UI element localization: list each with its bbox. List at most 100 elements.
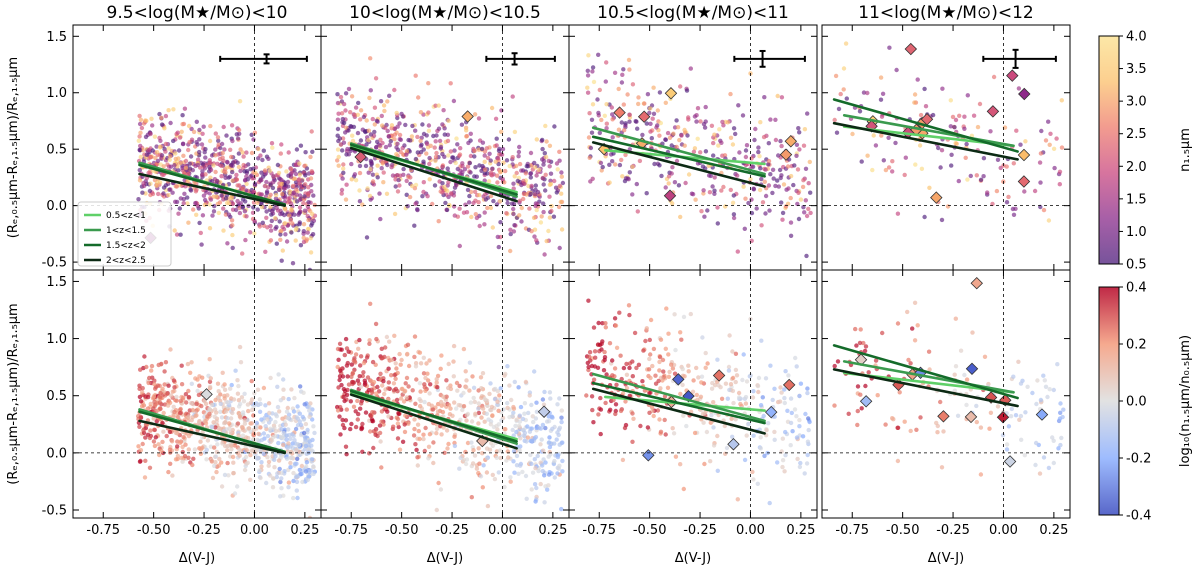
data-point [380,383,385,388]
data-point [541,402,547,407]
data-point [695,136,700,141]
data-point [710,380,715,386]
legend-label: 1.5<z<2 [106,241,146,251]
data-point [927,185,932,190]
data-point [207,138,213,144]
data-point [991,74,997,80]
data-point [412,334,418,339]
data-point [759,176,764,182]
x-tick-label: -0.25 [683,523,717,538]
data-point [781,182,787,187]
data-point [512,379,517,385]
data-point [596,412,601,417]
data-point [294,187,299,192]
data-point [375,163,380,168]
data-point [237,344,243,350]
data-point [589,394,595,399]
data-point [534,409,540,414]
data-point [678,84,683,89]
data-point [1046,465,1052,471]
data-point [200,435,205,440]
data-point [1023,139,1028,144]
data-point [498,220,503,225]
data-point [927,367,932,372]
data-point [1018,413,1024,419]
data-point [290,183,296,189]
data-point [763,193,769,199]
data-point [230,178,235,183]
data-point [182,453,188,459]
data-point [284,437,289,442]
data-point [891,417,896,422]
data-point [304,451,309,456]
data-point [201,124,206,129]
data-point [235,198,240,204]
data-point [305,477,310,483]
data-point-diamond [1017,148,1031,162]
legend-label: 0.5<z<1 [106,211,146,221]
data-point [305,427,310,433]
data-point [408,138,413,143]
data-point [547,143,553,148]
data-point [154,144,159,149]
data-point [1051,146,1057,151]
data-point [483,197,489,202]
data-point [523,473,529,479]
data-point [917,143,923,148]
data-point [558,199,563,205]
data-point [880,330,885,336]
data-point [405,204,410,209]
data-point [368,429,373,434]
data-point [207,165,212,170]
data-point [357,163,363,169]
data-point [779,390,784,395]
data-point [477,223,482,229]
scatter-points [136,344,317,518]
data-point [524,439,529,444]
data-point [534,207,539,213]
data-point [749,156,754,161]
data-point [782,387,787,392]
data-point [758,435,763,440]
data-point [589,117,595,123]
data-point [673,454,679,459]
data-point [257,409,263,414]
data-point [233,368,238,373]
data-point [157,452,162,458]
data-point [486,417,491,422]
data-point [792,407,798,412]
data-point [149,116,154,122]
data-point [1011,374,1016,379]
data-point [311,424,316,429]
data-point [746,200,751,206]
data-point [278,434,283,440]
data-point [162,382,167,387]
data-point [395,436,401,441]
data-point [249,421,254,426]
data-point [744,379,750,384]
data-point [487,151,492,156]
data-point [385,162,390,168]
data-point [978,177,984,182]
data-point [490,443,495,448]
data-point [599,117,604,123]
data-point-diamond [764,405,778,419]
data-point [335,158,340,163]
data-point [297,172,302,177]
data-point [199,403,204,409]
data-point [303,443,309,449]
data-point [251,170,256,175]
data-point [542,252,547,257]
data-point [226,175,231,180]
data-point [458,417,463,422]
data-point [178,440,183,445]
data-point [160,420,165,426]
data-point [473,411,478,416]
data-point [658,337,664,342]
data-point [226,473,231,478]
data-point [508,231,513,237]
data-point [803,411,808,417]
data-point [364,142,369,147]
data-point [290,221,295,226]
fit-line [138,410,287,454]
